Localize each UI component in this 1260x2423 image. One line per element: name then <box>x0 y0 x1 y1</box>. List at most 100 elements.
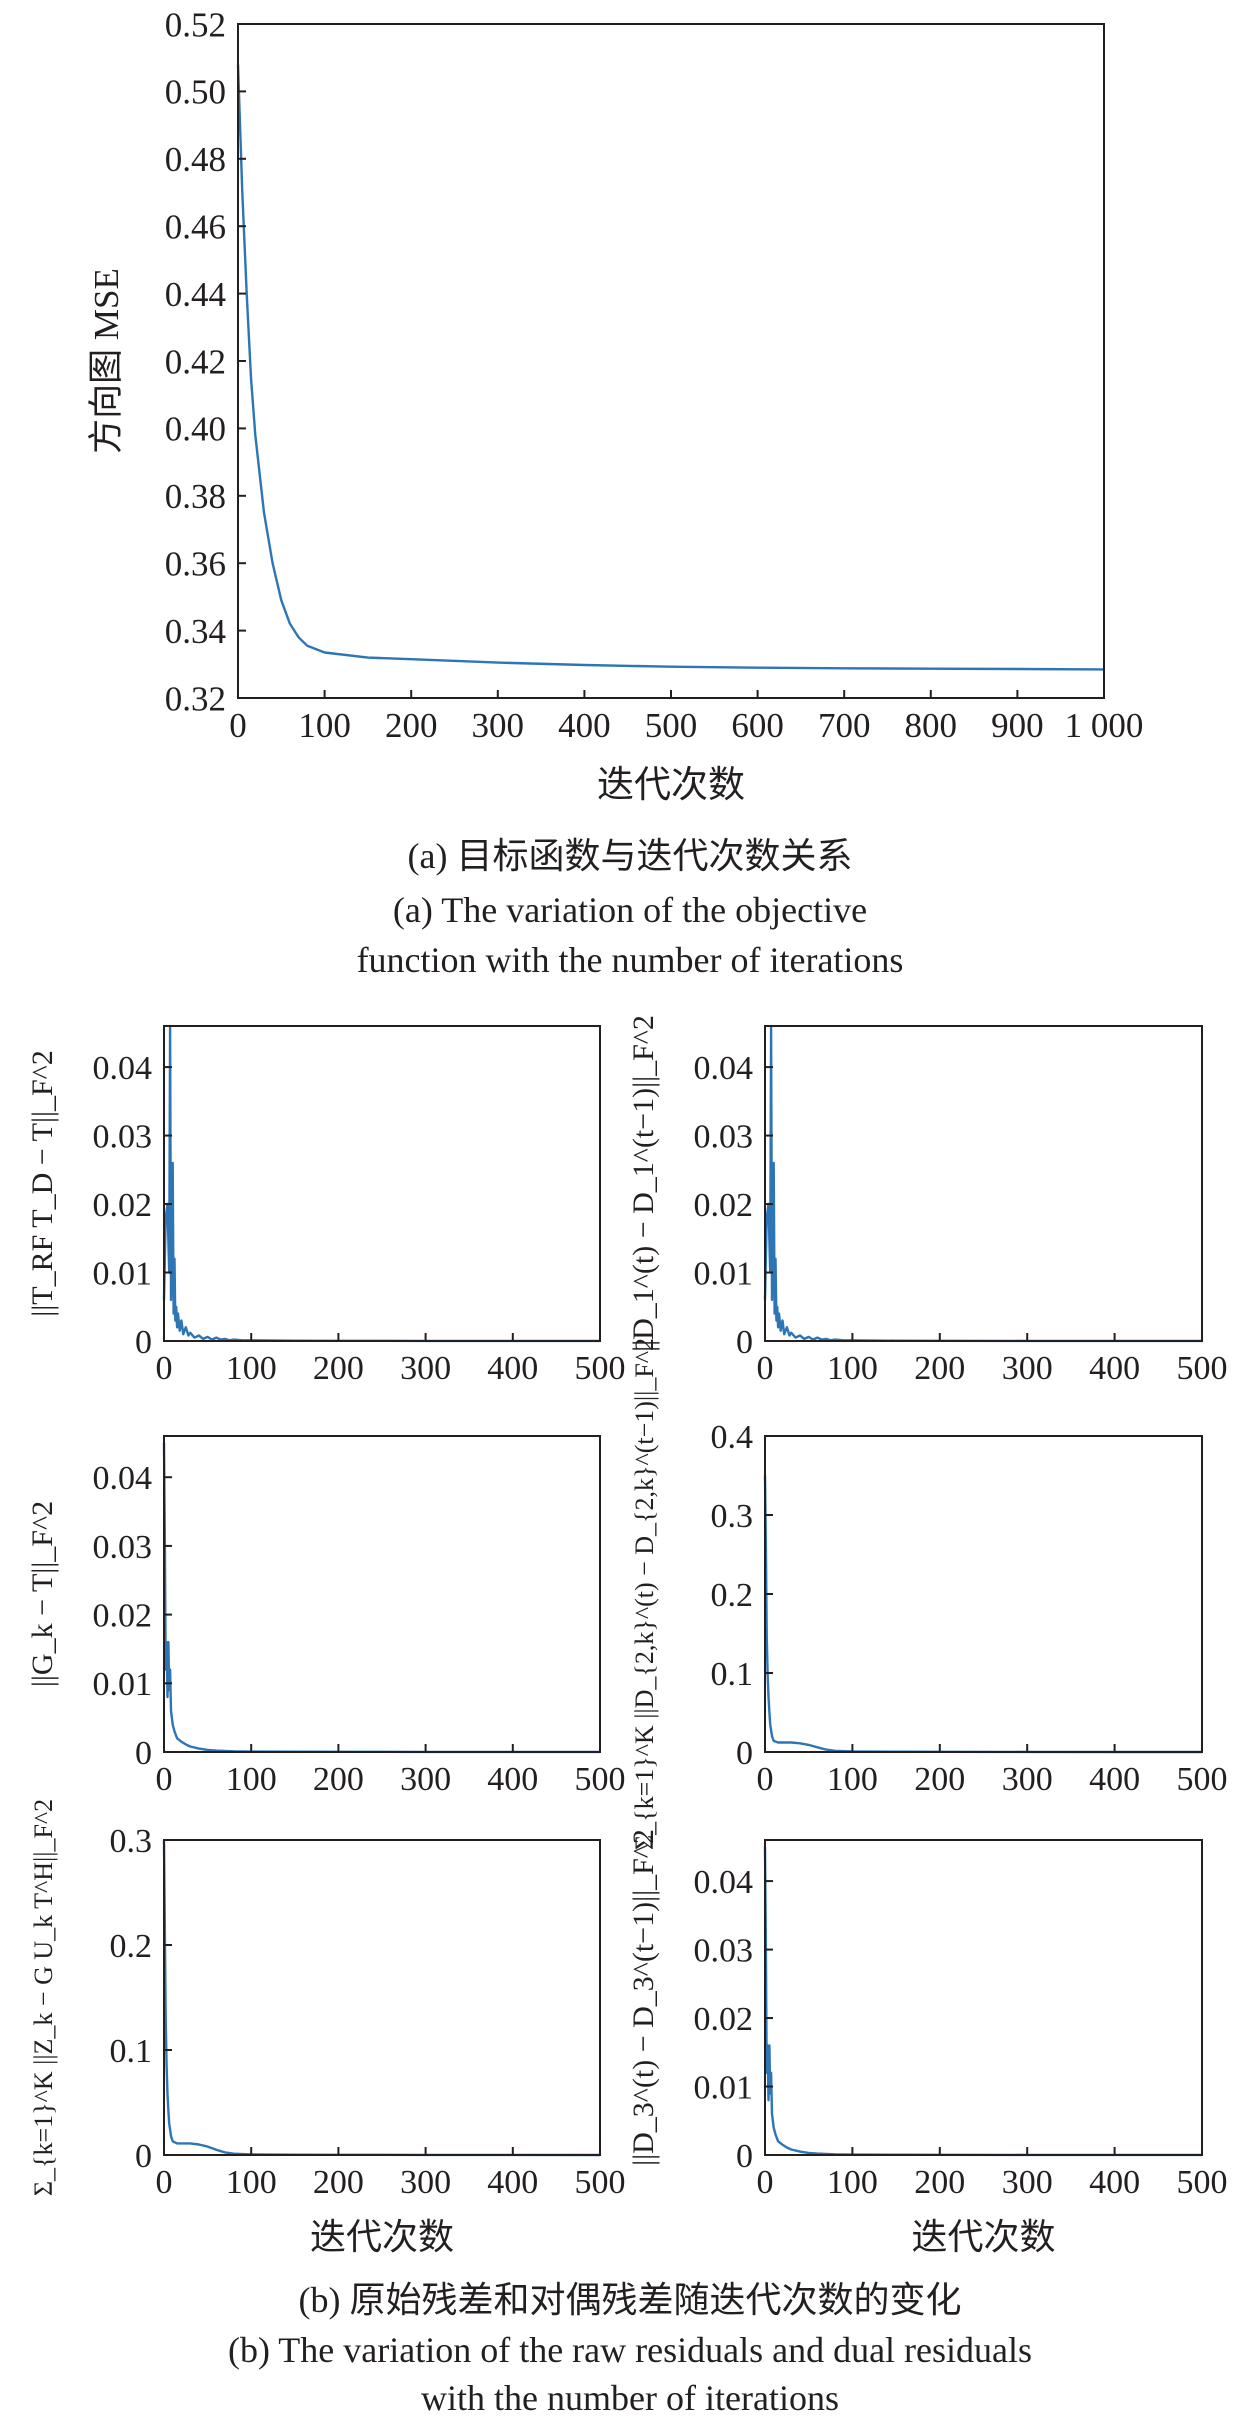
y-tick-label: 0.3 <box>110 1823 153 1860</box>
x-tick-label: 100 <box>226 1761 277 1798</box>
plot-frame-b2 <box>764 1025 1203 1342</box>
series-line-a <box>236 64 1105 671</box>
plot-frame-b1 <box>163 1025 601 1342</box>
caption-b-en-line2: with the number of iterations <box>421 2378 839 2418</box>
y-tick-label: 0.32 <box>165 679 226 718</box>
y-tick-label: 0.40 <box>165 410 226 449</box>
chart-b2: 0 100 200 300 400 500 0 0.01 0.02 0.03 0.04 ||D_1^(… <box>627 1015 1228 1387</box>
y-tick-label: 0.48 <box>165 140 226 179</box>
x-axis-label: 迭代次数 <box>911 2217 1055 2257</box>
y-tick-label: 0.52 <box>165 5 226 44</box>
x-tick-label: 400 <box>1089 2164 1140 2201</box>
y-tick-label: 0.46 <box>165 207 226 246</box>
y-tick-label: 0.02 <box>694 2001 754 2038</box>
y-tick-label: 0.1 <box>110 2033 153 2070</box>
y-tick-label: 0.36 <box>165 544 226 583</box>
y-tick-label: 0.03 <box>694 1118 754 1155</box>
plot-frame-b6 <box>764 1839 1203 2156</box>
x-tick-label: 0 <box>229 706 247 745</box>
caption-a-cn: (a) 目标函数与迭代次数关系 <box>407 836 853 876</box>
y-tick-label: 0.03 <box>93 1529 153 1566</box>
chart-b1: 0 100 200 300 400 500 0 0.01 0.02 0.03 0.04 ||T_RF … <box>26 1024 626 1387</box>
y-tick-label: 0.50 <box>165 73 226 112</box>
x-tick-label: 500 <box>1177 2164 1228 2201</box>
x-tick-label: 500 <box>575 1350 626 1387</box>
y-tick-label: 0.34 <box>165 612 226 651</box>
caption-b-cn: (b) 原始残差和对偶残差随迭代次数的变化 <box>298 2280 962 2320</box>
x-tick-label: 300 <box>400 1350 451 1387</box>
x-tick-label: 0 <box>757 1350 774 1387</box>
caption-a-en-line1: (a) The variation of the objective <box>392 890 868 930</box>
x-tick-label: 100 <box>226 2164 277 2201</box>
x-axis-label: 迭代次数 <box>597 764 745 806</box>
x-tick-label: 300 <box>400 2164 451 2201</box>
x-tick-label: 200 <box>313 1350 364 1387</box>
x-tick-label: 200 <box>914 2164 965 2201</box>
caption-b-en-line1: (b) The variation of the raw residuals a… <box>227 2330 1033 2370</box>
caption-a-en-line2: function with the number of iterations <box>356 940 904 980</box>
y-tick-label: 0.02 <box>93 1187 153 1224</box>
x-tick-label: 400 <box>487 2164 538 2201</box>
y-tick-label: 0.03 <box>694 1932 754 1969</box>
x-tick-label: 900 <box>991 706 1044 745</box>
chart-b5: 0 100 200 300 400 500 0 0.1 0.2 0.3 迭代次数 Σ_{k=1}^K … <box>29 1799 626 2257</box>
y-axis-label: Σ_{k=1}^K ||D_{2,k}^(t) − D_{2,k}^(t−1)|… <box>630 1338 659 1850</box>
x-tick-label: 0 <box>757 2164 774 2201</box>
series-line-b2 <box>763 1024 1202 1343</box>
x-tick-label: 600 <box>731 706 784 745</box>
x-tick-label: 100 <box>298 706 351 745</box>
y-tick-label: 0 <box>736 1735 753 1772</box>
x-tick-label: 200 <box>914 1761 965 1798</box>
y-tick-label: 0.38 <box>165 477 226 516</box>
series-line-b5 <box>162 1839 601 2157</box>
y-tick-label: 0.03 <box>93 1118 153 1155</box>
chart-b4: 0 100 200 300 400 500 0 0.1 0.2 0.3 0.4 Σ_{k=1}^K |… <box>630 1338 1228 1850</box>
y-tick-label: 0.01 <box>694 1255 754 1292</box>
x-tick-label: 1 000 <box>1065 706 1144 745</box>
x-tick-label: 0 <box>757 1761 774 1798</box>
x-tick-label: 800 <box>905 706 958 745</box>
y-tick-label: 0.2 <box>110 1928 153 1965</box>
y-tick-label: 0 <box>736 2138 753 2175</box>
y-tick-label: 0.4 <box>711 1419 754 1456</box>
y-tick-label: 0 <box>135 2138 152 2175</box>
x-tick-label: 100 <box>226 1350 277 1387</box>
plot-frame-b3 <box>163 1435 601 1753</box>
y-tick-label: 0.04 <box>93 1050 153 1087</box>
y-tick-label: 0.1 <box>711 1656 754 1693</box>
x-tick-label: 400 <box>487 1350 538 1387</box>
x-tick-label: 200 <box>313 2164 364 2201</box>
y-tick-label: 0.2 <box>711 1577 754 1614</box>
x-tick-label: 200 <box>313 1761 364 1798</box>
y-axis-label: ||T_RF T_D − T||_F^2 <box>26 1050 59 1316</box>
y-tick-label: 0 <box>135 1324 152 1361</box>
x-tick-label: 400 <box>487 1761 538 1798</box>
plot-frame-b5 <box>163 1839 601 2156</box>
y-axis-label: ||D_1^(t) − D_1^(t−1)||_F^2 <box>627 1015 660 1352</box>
x-tick-label: 0 <box>156 2164 173 2201</box>
y-tick-label: 0.02 <box>694 1187 754 1224</box>
y-axis-label: ||G_k − T||_F^2 <box>26 1501 59 1687</box>
x-tick-label: 400 <box>1089 1350 1140 1387</box>
chart-b3: 0 100 200 300 400 500 0 0.01 0.02 0.03 0.04 ||G_k −… <box>26 1435 626 1798</box>
y-tick-label: 0.02 <box>93 1598 153 1635</box>
plot-frame-a <box>237 23 1105 699</box>
x-tick-label: 400 <box>558 706 611 745</box>
x-tick-label: 300 <box>472 706 525 745</box>
y-axis-label: Σ_{k=1}^K ||Z_k − G U_k T^H||_F^2 <box>29 1799 58 2196</box>
x-tick-label: 300 <box>1002 2164 1053 2201</box>
x-tick-label: 500 <box>575 1761 626 1798</box>
y-tick-label: 0 <box>135 1735 152 1772</box>
x-tick-label: 700 <box>818 706 871 745</box>
series-line-b6 <box>763 1846 1202 2157</box>
x-tick-label: 300 <box>1002 1350 1053 1387</box>
x-tick-label: 100 <box>827 1761 878 1798</box>
x-tick-label: 200 <box>385 706 438 745</box>
y-tick-label: 0.44 <box>165 275 226 314</box>
plot-frame-b4 <box>764 1435 1203 1753</box>
x-tick-label: 400 <box>1089 1761 1140 1798</box>
x-tick-label: 200 <box>914 1350 965 1387</box>
y-tick-label: 0.3 <box>711 1498 754 1535</box>
x-tick-label: 100 <box>827 1350 878 1387</box>
